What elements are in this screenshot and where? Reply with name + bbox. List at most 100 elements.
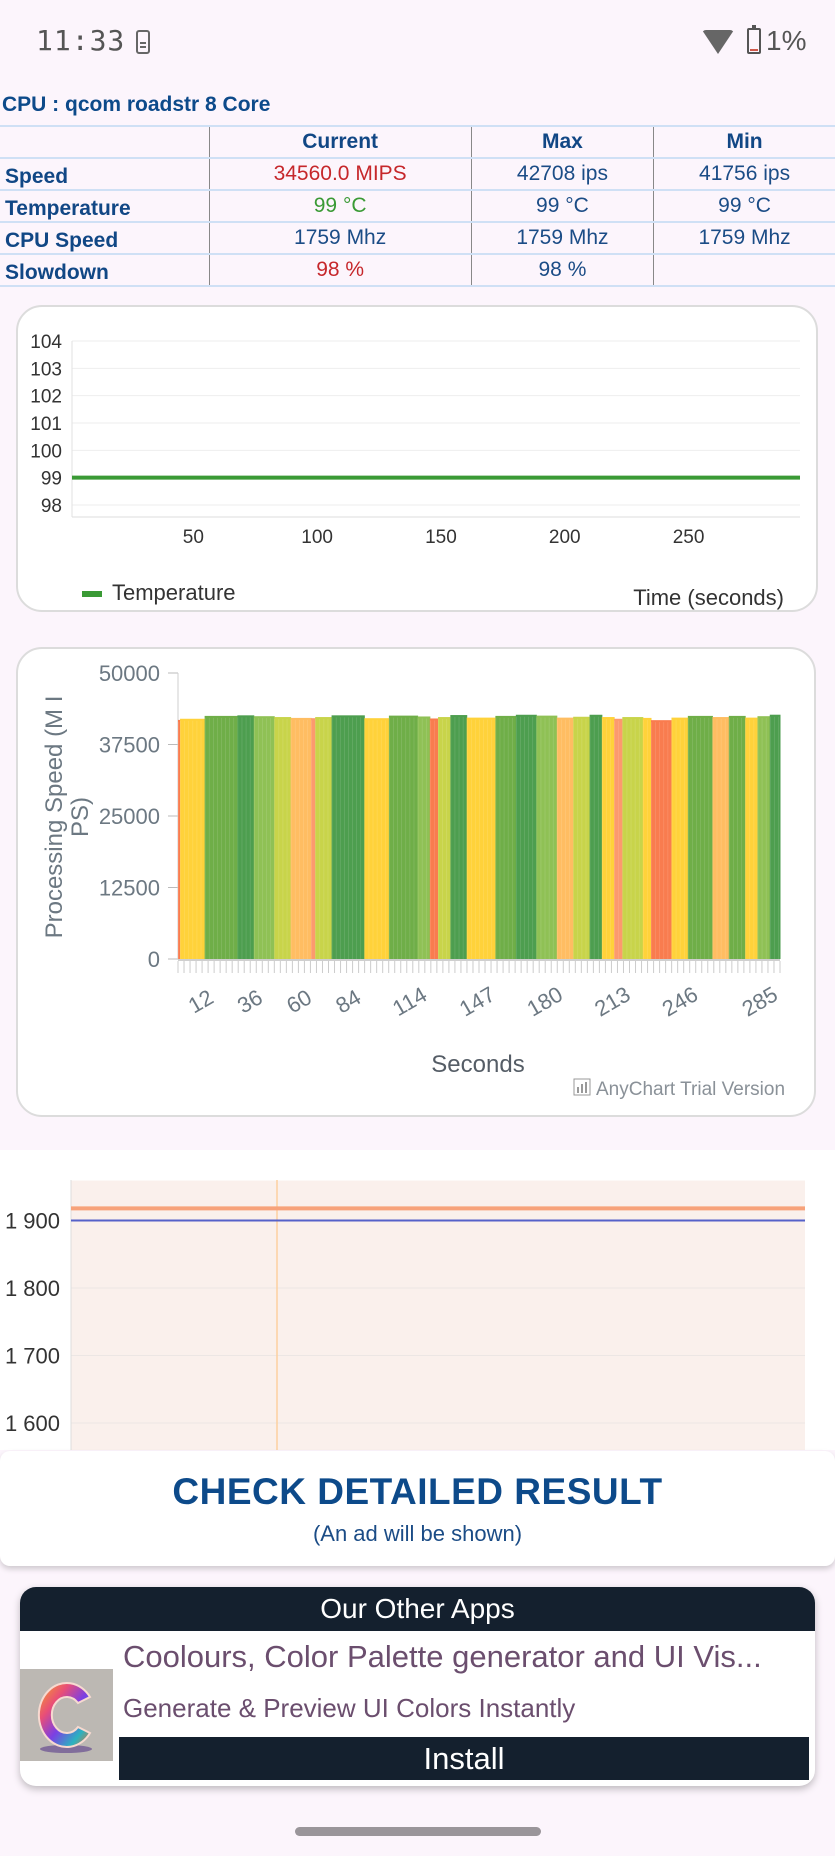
speed-bar — [556, 717, 574, 959]
temperature-min: 99 °C — [653, 189, 835, 223]
y-tick-label: 104 — [30, 332, 62, 353]
anychart-watermark: AnyChart Trial Version — [573, 1078, 785, 1100]
y-axis-title-line2: PS) — [67, 797, 94, 837]
cpu-stats-table: Current Max Min Speed 34560.0 MIPS 42708… — [0, 125, 835, 287]
x-tick-label: 36 — [233, 984, 267, 1018]
cpu-speed-min: 1759 Mhz — [653, 221, 835, 255]
speed-bar — [450, 715, 468, 959]
y-tick-label: 50000 — [99, 661, 160, 686]
speed-bar — [622, 717, 644, 959]
table-header-min: Min — [653, 125, 835, 159]
temperature-max: 99 °C — [470, 189, 654, 223]
row-label-speed: Speed — [0, 157, 209, 191]
table-header-current: Current — [208, 125, 472, 159]
y-tick-label: 101 — [30, 414, 62, 435]
table-row: CPU Speed 1759 Mhz 1759 Mhz 1759 Mhz — [0, 221, 835, 255]
y-tick-label: 1 900 — [5, 1209, 60, 1234]
palette-letter-c-icon[interactable] — [20, 1669, 113, 1761]
speed-bar — [388, 715, 419, 959]
cpu-speed-max: 1759 Mhz — [470, 221, 654, 255]
y-tick-label: 100 — [30, 441, 62, 462]
slowdown-min — [653, 253, 835, 287]
y-tick-label: 0 — [148, 947, 160, 972]
app-name[interactable]: Coolours, Color Palette generator and UI… — [123, 1639, 762, 1674]
speed-current: 34560.0 MIPS — [208, 157, 472, 191]
cta-title: CHECK DETAILED RESULT — [172, 1471, 663, 1512]
speed-bar — [331, 715, 365, 959]
speed-bar — [769, 714, 781, 959]
status-bar: 11:33 1% — [0, 0, 835, 90]
y-tick-label: 98 — [41, 496, 62, 517]
table-row: Temperature 99 °C 99 °C 99 °C — [0, 189, 835, 223]
speed-bar — [728, 715, 746, 959]
speed-bar — [515, 714, 537, 959]
chart-icon-bar — [577, 1087, 579, 1093]
temperature-chart-card: 98 99 100 101 102 103 104 50 100 150 200 250 Tempera… — [16, 305, 818, 612]
watermark-text: AnyChart Trial Version — [596, 1079, 785, 1100]
row-label-slowdown: Slowdown — [0, 253, 209, 287]
speed-bar — [712, 717, 730, 959]
row-label-temperature: Temperature — [0, 189, 209, 223]
slowdown-max: 98 % — [470, 253, 654, 287]
install-button[interactable]: Install — [119, 1737, 809, 1780]
speed-bar — [466, 717, 496, 959]
speed-bar — [417, 716, 431, 959]
y-tick-label: 1 600 — [5, 1411, 60, 1436]
speed-bar — [315, 717, 333, 959]
y-tick-label: 99 — [41, 469, 62, 490]
chart-icon-bar — [585, 1082, 587, 1093]
x-tick-label: 246 — [658, 981, 702, 1021]
home-indicator[interactable] — [295, 1827, 541, 1836]
speed-bar — [671, 717, 689, 959]
chart-icon-bar — [581, 1084, 583, 1093]
speed-bar — [573, 716, 591, 959]
y-tick-label: 102 — [30, 387, 62, 408]
y-tick-label: 12500 — [99, 876, 160, 901]
speed-bar — [601, 717, 615, 959]
speed-bar — [757, 716, 771, 959]
speed-bar — [429, 718, 439, 959]
y-tick-label: 103 — [30, 359, 62, 380]
y-tick-label: 1 700 — [5, 1344, 60, 1369]
speed-bar — [642, 717, 652, 959]
notification-icon — [136, 30, 150, 54]
wifi-icon — [702, 30, 734, 54]
x-tick-label: 60 — [282, 984, 316, 1018]
speed-bar-chart: 0 12500 25000 37500 50000 12 36 60 84 114 147 180 21… — [41, 661, 785, 1100]
x-axis-title: Time (seconds) — [633, 585, 784, 610]
slowdown-current: 98 % — [208, 253, 472, 287]
legend-label-temperature: Temperature — [112, 580, 236, 605]
x-tick-label: 213 — [590, 981, 634, 1021]
other-apps-header: Our Other Apps — [20, 1587, 815, 1631]
legend-swatch-temperature — [82, 591, 102, 597]
table-row: Slowdown 98 % 98 % — [0, 253, 835, 287]
x-tick-label: 100 — [301, 527, 333, 548]
speed-min: 41756 ips — [653, 157, 835, 191]
speed-bar — [204, 715, 238, 959]
table-header-row: Current Max Min — [0, 125, 835, 159]
speed-bar — [274, 717, 292, 959]
status-time: 11:33 — [36, 24, 126, 57]
speed-bar — [495, 715, 517, 959]
x-tick-label: 150 — [425, 527, 457, 548]
speed-bar — [438, 717, 451, 959]
chart-icon — [573, 1078, 591, 1096]
speed-bar — [311, 718, 316, 959]
plot-area — [71, 1180, 805, 1450]
y-axis-title-line1: Processing Speed (M I — [41, 696, 68, 939]
cta-subtitle: (An ad will be shown) — [312, 1521, 523, 1546]
speed-chart-card: 0 12500 25000 37500 50000 12 36 60 84 114 147 180 21… — [16, 647, 816, 1117]
speed-bar — [687, 715, 713, 959]
app-description: Generate & Preview UI Colors Instantly — [123, 1693, 576, 1723]
speed-bar — [178, 719, 181, 959]
speed-bar — [536, 715, 558, 959]
x-tick-label: 147 — [455, 981, 499, 1021]
speed-bar — [253, 716, 275, 959]
table-header-max: Max — [470, 125, 654, 159]
speed-bar — [364, 718, 390, 959]
y-tick-label: 1 800 — [5, 1276, 60, 1301]
cpu-speed-current: 1759 Mhz — [208, 221, 472, 255]
x-tick-label: 180 — [523, 981, 567, 1021]
check-detailed-result-button[interactable]: CHECK DETAILED RESULT (An ad will be sho… — [0, 1451, 835, 1566]
x-axis-title: Seconds — [431, 1051, 524, 1078]
